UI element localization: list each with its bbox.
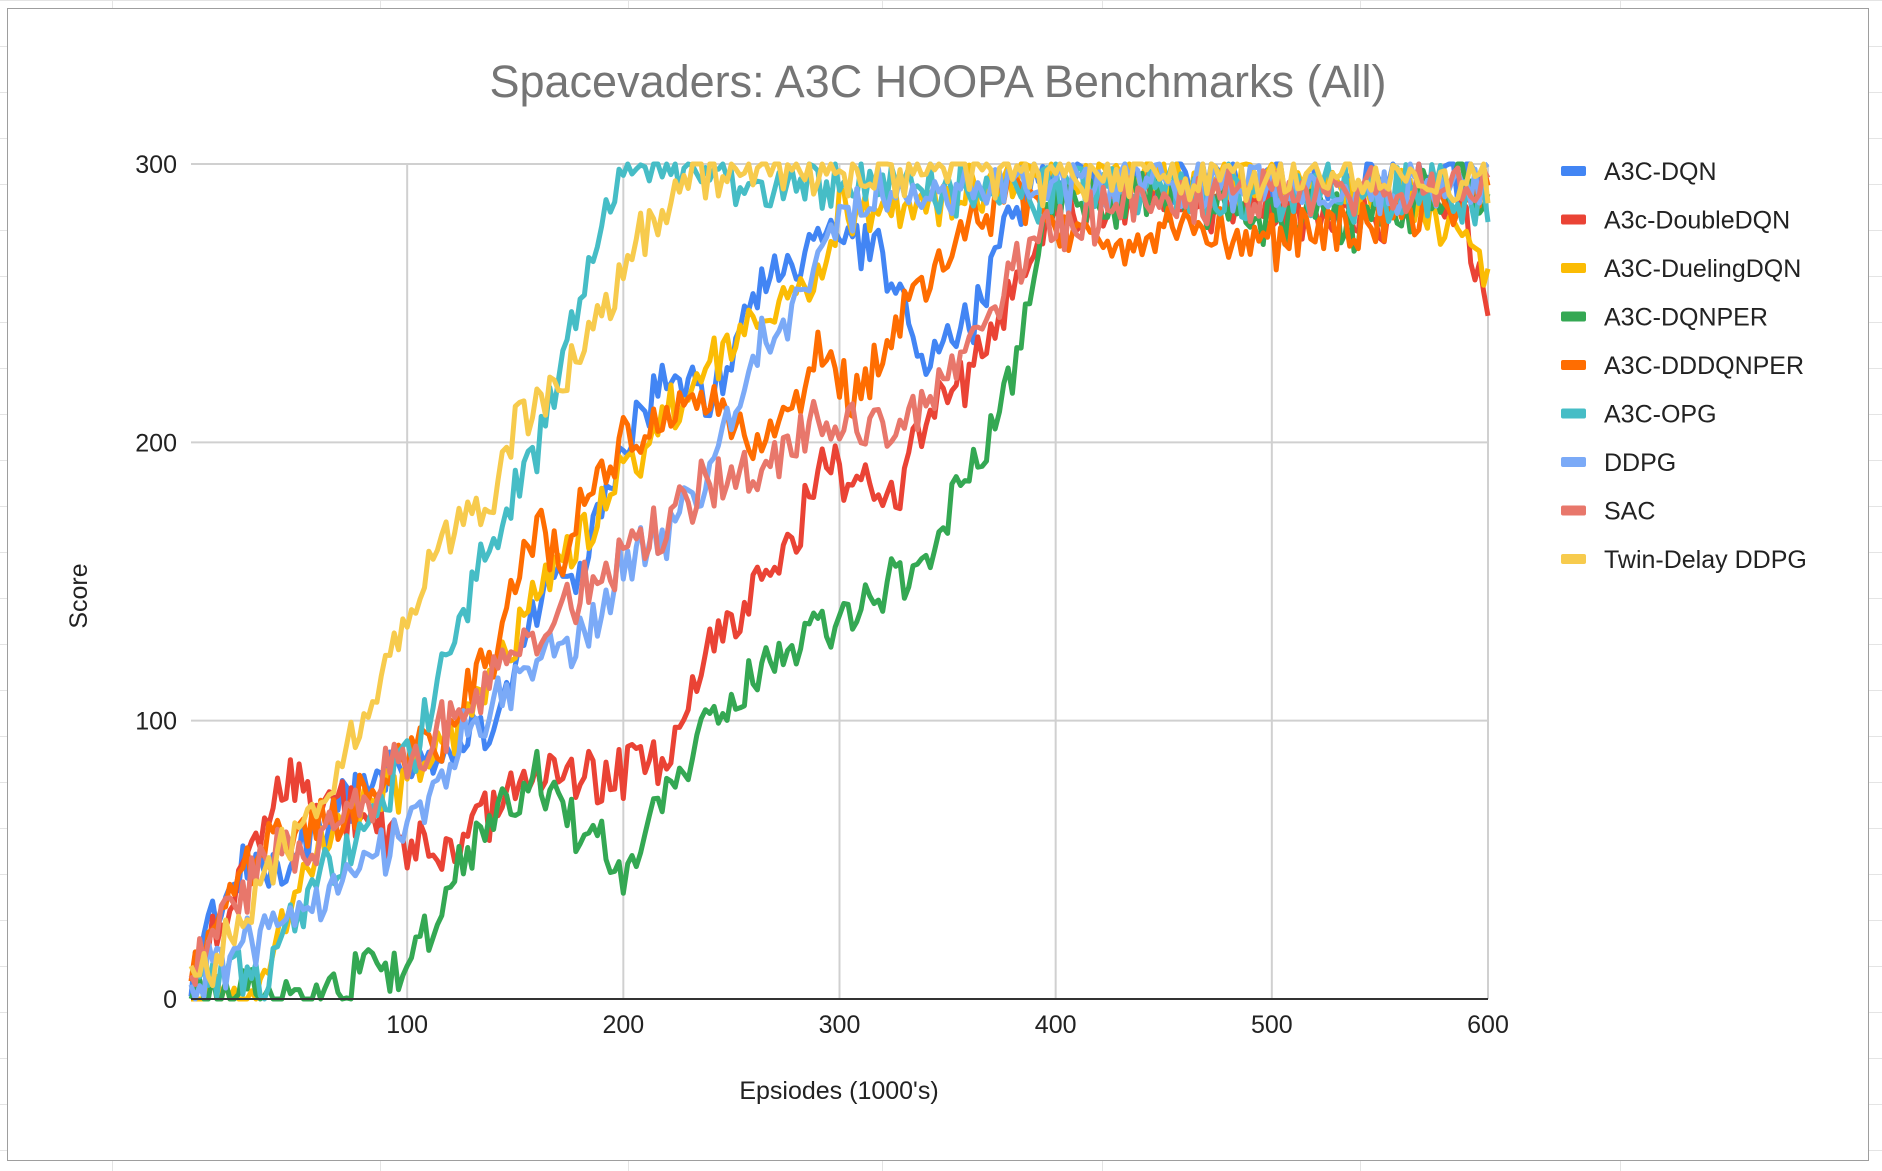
- legend-swatch: [1561, 505, 1586, 516]
- x-tick-label: 100: [386, 1011, 428, 1039]
- legend-swatch: [1561, 311, 1586, 322]
- legend-label: DDPG: [1604, 449, 1676, 477]
- legend-item[interactable]: A3C-DDDQNPER: [1561, 352, 1804, 380]
- y-axis-ticks: 0 100 200 300: [135, 151, 177, 1014]
- x-axis-ticks: 100 200 300 400 500 600: [386, 1011, 1509, 1039]
- legend-swatch: [1561, 360, 1586, 370]
- legend-item[interactable]: A3C-OPG: [1561, 401, 1717, 429]
- chart-container[interactable]: Spacevaders: A3C HOOPA Benchmarks (All) …: [7, 8, 1869, 1161]
- legend-label: A3c-DoubleDQN: [1604, 207, 1790, 235]
- x-axis-title: Epsiodes (1000's): [739, 1077, 938, 1105]
- x-tick-label: 600: [1467, 1011, 1509, 1039]
- x-tick-label: 300: [819, 1011, 861, 1039]
- legend-label: A3C-DQNPER: [1604, 304, 1768, 332]
- legend-label: Twin-Delay DDPG: [1604, 546, 1807, 574]
- legend[interactable]: A3C-DQN A3c-DoubleDQN A3C-DuelingDQN A3C-DQ…: [1561, 158, 1807, 574]
- legend-swatch: [1561, 214, 1586, 225]
- y-tick-label: 0: [163, 986, 177, 1014]
- legend-item[interactable]: A3c-DoubleDQN: [1561, 207, 1790, 235]
- legend-swatch: [1561, 408, 1586, 419]
- y-tick-label: 300: [135, 151, 177, 179]
- y-axis-title: Score: [65, 563, 93, 628]
- legend-label: A3C-DQN: [1604, 158, 1717, 186]
- legend-item[interactable]: DDPG: [1561, 449, 1676, 477]
- legend-swatch: [1561, 166, 1586, 176]
- chart-title: Spacevaders: A3C HOOPA Benchmarks (All): [489, 56, 1386, 107]
- legend-label: SAC: [1604, 498, 1655, 526]
- x-tick-label: 200: [602, 1011, 644, 1039]
- legend-item[interactable]: A3C-DQNPER: [1561, 304, 1768, 332]
- legend-swatch: [1561, 263, 1586, 273]
- y-tick-label: 200: [135, 429, 177, 457]
- legend-label: A3C-DuelingDQN: [1604, 255, 1801, 283]
- legend-swatch: [1561, 554, 1586, 564]
- line-chart: Spacevaders: A3C HOOPA Benchmarks (All) …: [65, 56, 1807, 1105]
- x-tick-label: 500: [1251, 1011, 1293, 1039]
- series-lines: [188, 161, 1491, 1002]
- legend-item[interactable]: SAC: [1561, 498, 1655, 526]
- legend-label: A3C-OPG: [1604, 401, 1717, 429]
- legend-label: A3C-DDDQNPER: [1604, 352, 1804, 380]
- series-line: [188, 161, 1491, 987]
- legend-item[interactable]: Twin-Delay DDPG: [1561, 546, 1807, 574]
- series-line: [188, 161, 1491, 1002]
- legend-item[interactable]: A3C-DuelingDQN: [1561, 255, 1801, 283]
- legend-item[interactable]: A3C-DQN: [1561, 158, 1717, 186]
- y-tick-label: 100: [135, 708, 177, 736]
- x-tick-label: 400: [1035, 1011, 1077, 1039]
- legend-swatch: [1561, 457, 1586, 467]
- series-line: [188, 161, 1491, 989]
